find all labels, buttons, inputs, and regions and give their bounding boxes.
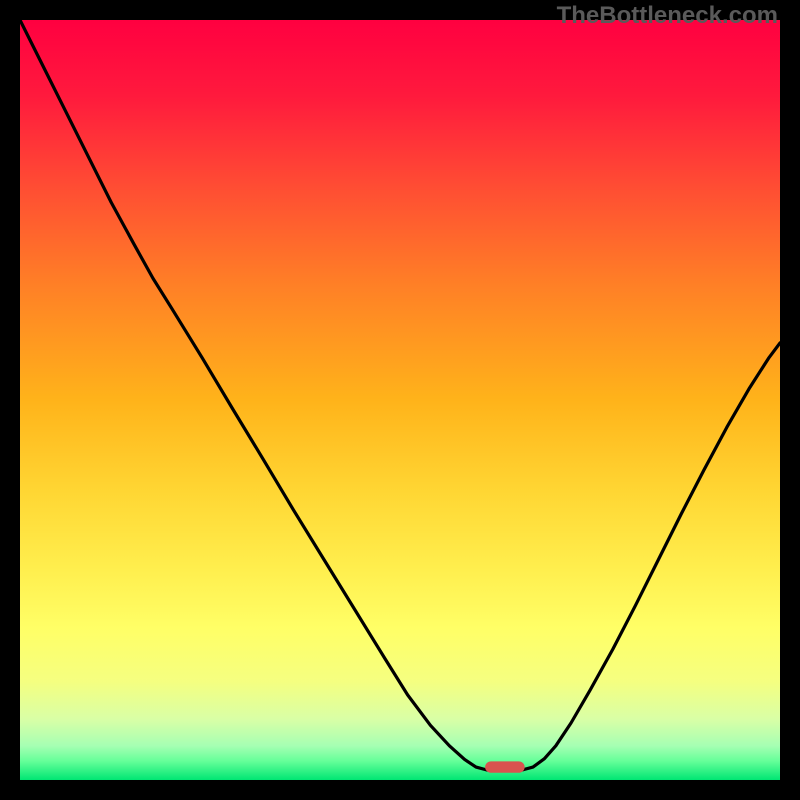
gradient-background xyxy=(20,20,780,780)
optimal-marker xyxy=(485,761,525,772)
chart-stage: TheBottleneck.com xyxy=(0,0,800,800)
plot-area xyxy=(20,20,780,780)
chart-svg xyxy=(20,20,780,780)
